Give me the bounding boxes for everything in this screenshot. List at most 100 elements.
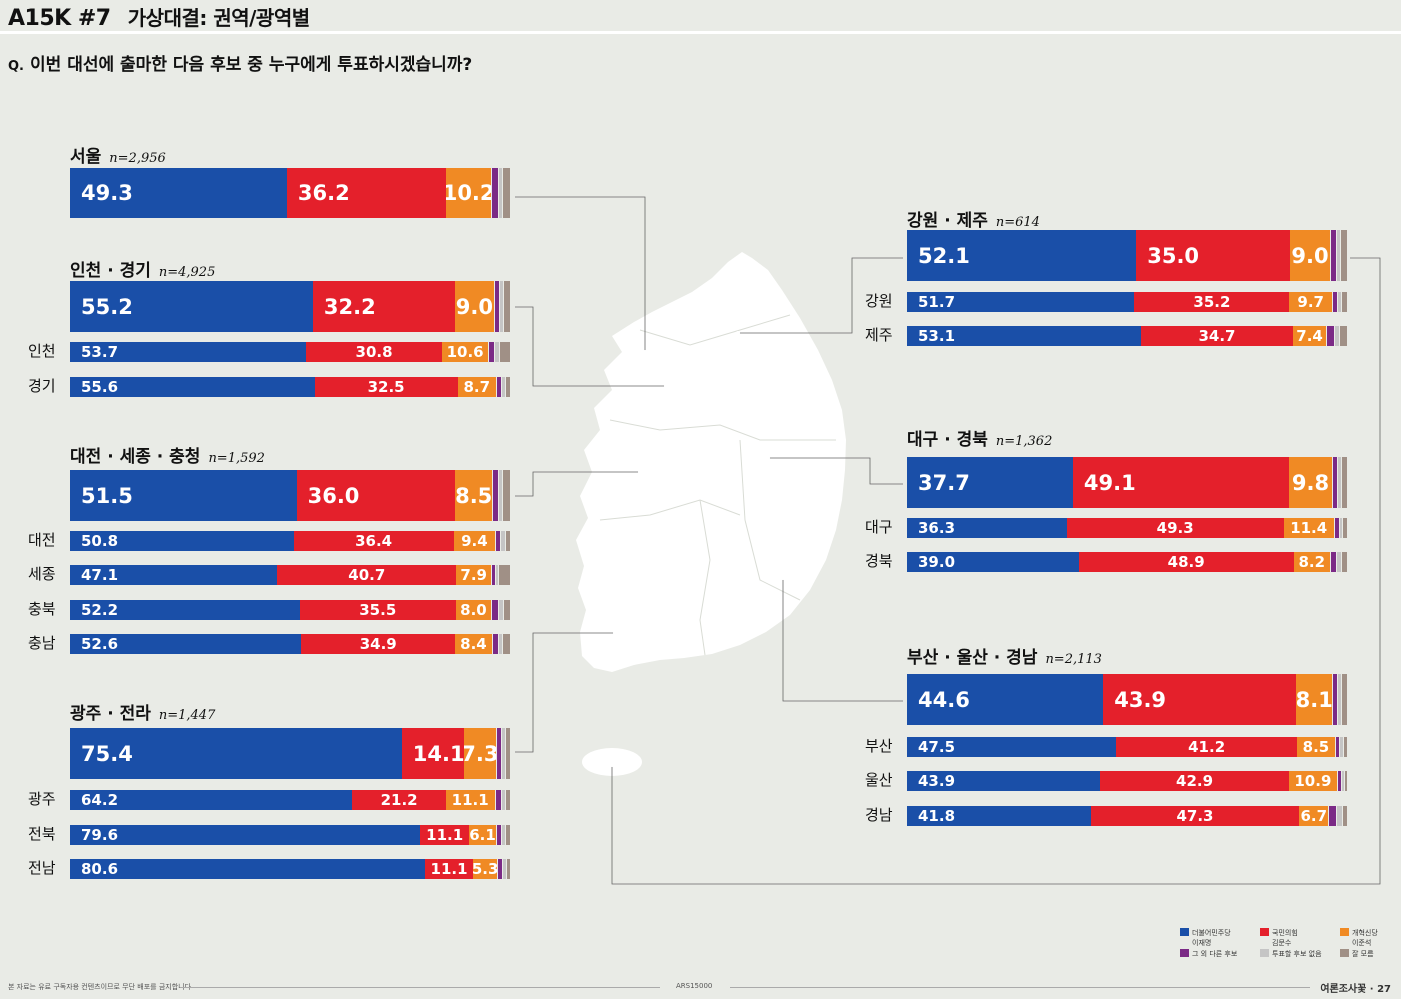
bar-segment-dem: 53.1 <box>907 326 1141 346</box>
data-label: 9.7 <box>1297 293 1324 311</box>
data-label: 30.8 <box>355 343 393 361</box>
bar-segment-dem: 41.8 <box>907 806 1091 826</box>
bar-segment-none <box>497 168 503 218</box>
footer-rule <box>180 987 660 988</box>
subregion-label: 충북 <box>28 600 56 618</box>
bar-segment-none <box>502 859 506 879</box>
data-label: 36.4 <box>355 532 393 550</box>
bar-segment-dontknow <box>502 168 510 218</box>
bar-segment-other <box>1332 674 1338 725</box>
region-name: 대구 · 경북 <box>907 430 988 450</box>
data-label: 36.2 <box>297 181 350 205</box>
data-label: 80.6 <box>81 860 119 878</box>
legend-label: 투표할 후보 없음 <box>1272 950 1322 958</box>
subregion-label: 충남 <box>28 634 56 652</box>
stacked-bar: 37.7 49.1 9.8 <box>907 457 1347 508</box>
region-title: 부산 · 울산 · 경남 n=2,113 <box>907 643 1102 668</box>
bar-segment-none <box>501 377 505 397</box>
bar-segment-other <box>491 565 495 585</box>
bar-segment-dontknow <box>502 281 510 332</box>
bar-segment-ppp: 35.2 <box>1134 292 1290 312</box>
bar-segment-other <box>1329 552 1337 572</box>
data-label: 79.6 <box>81 826 119 844</box>
stacked-bar: 52.6 34.9 8.4 <box>70 634 510 654</box>
bar-segment-ppp: 21.2 <box>352 790 446 810</box>
footer-rule <box>730 987 1310 988</box>
bar-segment-dontknow <box>504 728 510 779</box>
bar-segment-ppp: 49.1 <box>1072 457 1289 508</box>
page-number: 27 <box>1377 984 1391 995</box>
legend-item-dem: 더불어민주당 이재명 <box>1180 928 1231 948</box>
bar-segment-none <box>501 728 505 779</box>
bar-segment-reform: 9.8 <box>1288 457 1333 508</box>
data-label: 34.7 <box>1198 327 1236 345</box>
stacked-bar: 52.1 35.0 9.0 <box>907 230 1347 281</box>
data-label: 53.7 <box>81 343 119 361</box>
bar-segment-other <box>1332 457 1338 508</box>
bar-segment-reform: 7.3 <box>463 728 496 779</box>
data-label: 47.1 <box>81 566 119 584</box>
stacked-bar: 51.5 36.0 8.5 <box>70 470 510 521</box>
data-label: 55.6 <box>81 378 119 396</box>
bar-segment-ppp: 11.1 <box>424 859 474 879</box>
bar-segment-ppp: 14.1 <box>401 728 464 779</box>
bar-segment-reform: 8.7 <box>457 377 496 397</box>
data-label: 9.0 <box>455 294 493 319</box>
bar-segment-ppp: 36.4 <box>293 531 454 551</box>
data-label: 11.1 <box>430 860 468 878</box>
bar-segment-none <box>1336 806 1342 826</box>
bar-segment-dem: 75.4 <box>70 728 402 779</box>
legend-label: 잘 모름 <box>1352 950 1374 958</box>
region-name: 인천 · 경기 <box>70 261 151 281</box>
bar-segment-reform: 10.9 <box>1288 771 1337 791</box>
stacked-bar: 49.3 36.2 10.2 <box>70 168 510 218</box>
stacked-bar: 39.0 48.9 8.2 <box>907 552 1347 572</box>
data-label: 35.5 <box>359 601 397 619</box>
data-label: 8.7 <box>463 378 491 396</box>
data-label: 10.2 <box>446 181 492 205</box>
data-label: 41.2 <box>1188 738 1226 756</box>
bar-segment-none <box>494 342 499 362</box>
bar-segment-dontknow <box>498 565 510 585</box>
bar-segment-ppp: 36.2 <box>286 168 447 218</box>
bar-segment-dontknow <box>504 825 510 845</box>
bar-segment-none <box>499 281 503 332</box>
stacked-bar: 64.2 21.2 11.1 <box>70 790 510 810</box>
data-label: 8.2 <box>1298 553 1326 571</box>
stacked-bar: 47.1 40.7 7.9 <box>70 565 510 585</box>
bar-segment-ppp: 41.2 <box>1116 737 1298 757</box>
data-label: 10.6 <box>446 343 484 361</box>
region-title: 광주 · 전라 n=1,447 <box>70 699 215 724</box>
data-label: 11.1 <box>426 826 464 844</box>
region-name: 서울 <box>70 147 102 167</box>
data-label: 8.5 <box>1302 738 1330 756</box>
data-label: 36.3 <box>918 519 956 537</box>
bar-segment-ppp: 40.7 <box>277 565 457 585</box>
bar-segment-none <box>1339 518 1342 538</box>
stacked-bar: 53.1 34.7 7.4 <box>907 326 1347 346</box>
legend-label: 개혁신당 <box>1352 929 1378 937</box>
bar-segment-dontknow <box>505 859 510 879</box>
data-label: 47.5 <box>918 738 956 756</box>
bar-segment-none <box>497 634 503 654</box>
bar-segment-dontknow <box>1341 674 1347 725</box>
subregion-label: 세종 <box>28 565 56 583</box>
bar-segment-reform: 6.1 <box>469 825 496 845</box>
bar-segment-none <box>1339 737 1343 757</box>
subregion-label: 울산 <box>865 771 893 789</box>
data-label: 47.3 <box>1176 807 1214 825</box>
stacked-bar: 55.2 32.2 9.0 <box>70 281 510 332</box>
bar-segment-none <box>1333 326 1340 346</box>
data-label: 11.4 <box>1290 519 1328 537</box>
stacked-bar: 36.3 49.3 11.4 <box>907 518 1347 538</box>
legend-item-reform: 개혁신당 이준석 <box>1340 928 1378 948</box>
bar-segment-other <box>1328 806 1337 826</box>
bar-segment-reform: 7.9 <box>456 565 492 585</box>
bar-segment-reform: 8.0 <box>455 600 492 620</box>
question-text: 이번 대선에 출마한 다음 후보 중 누구에게 투표하시겠습니까? <box>30 55 473 75</box>
data-label: 37.7 <box>918 470 970 495</box>
subregion-label: 대구 <box>865 518 893 536</box>
region-title: 대전 · 세종 · 충청 n=1,592 <box>70 442 265 467</box>
data-label: 7.4 <box>1296 327 1323 345</box>
